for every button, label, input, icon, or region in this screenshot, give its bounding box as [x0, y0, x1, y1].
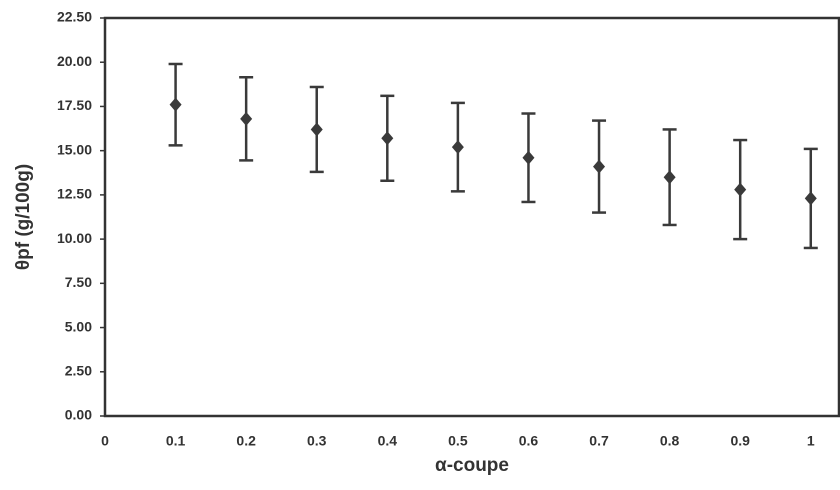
y-tick-label: 15.00 — [57, 141, 92, 157]
y-tick-label: 12.50 — [57, 186, 92, 202]
x-tick-label: 1 — [807, 433, 815, 449]
x-tick-label: 0.7 — [589, 433, 609, 449]
x-tick-label: 0.9 — [730, 433, 750, 449]
y-tick-label: 17.50 — [57, 97, 92, 113]
x-tick-label: 0 — [101, 433, 109, 449]
point — [804, 191, 817, 206]
x-axis-label: α-coupe — [435, 455, 509, 476]
point — [240, 111, 253, 126]
point — [451, 140, 464, 155]
x-tick-label: 0.2 — [236, 433, 256, 449]
y-tick-label: 7.50 — [65, 274, 92, 290]
point — [734, 182, 747, 197]
point — [522, 150, 535, 165]
y-tick-label: 5.00 — [65, 318, 92, 334]
x-tick-label: 0.8 — [660, 433, 680, 449]
point — [310, 122, 323, 137]
plot-frame — [103, 16, 840, 418]
y-tick-label: 2.50 — [65, 362, 92, 378]
y-axis-label: θpf (g/100g) — [13, 164, 34, 270]
x-tick-label: 0.3 — [307, 433, 327, 449]
x-tick-label: 0.5 — [448, 433, 468, 449]
x-tick-label: 0.1 — [166, 433, 186, 449]
point — [169, 97, 182, 112]
point — [593, 159, 606, 174]
y-tick-label: 20.00 — [57, 53, 92, 69]
x-tick-label: 0.6 — [519, 433, 539, 449]
y-tick-label: 22.50 — [57, 9, 92, 25]
x-tick-label: 0.4 — [378, 433, 398, 449]
point — [381, 131, 394, 146]
y-tick-label: 0.00 — [65, 407, 92, 423]
point — [663, 170, 676, 185]
y-tick-label: 10.00 — [57, 230, 92, 246]
